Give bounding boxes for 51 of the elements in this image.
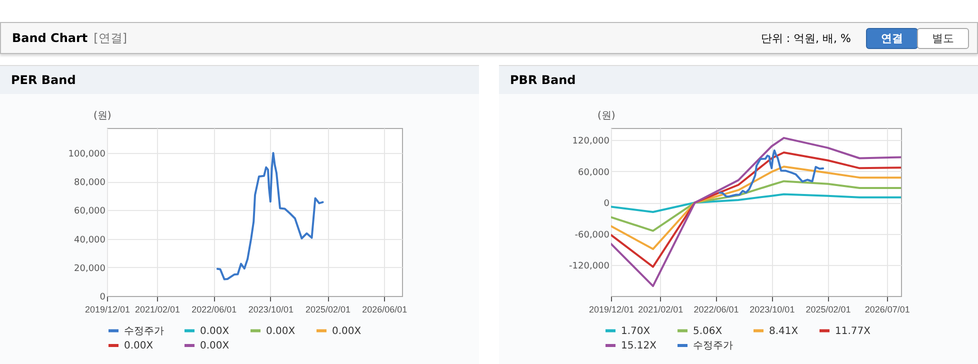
text: Band Chart	[12, 31, 88, 45]
x-tick-label: 2022/06/01	[192, 304, 237, 314]
legend-label: 11.77X	[835, 326, 871, 337]
legend-label: 1.70X	[621, 326, 650, 337]
line-series	[216, 152, 324, 280]
legend-label: 0.00X	[266, 326, 296, 337]
y-tick-label: 60,000	[74, 206, 106, 217]
y-tick-label: 0	[604, 199, 610, 210]
x-tick-label: 2023/10/01	[248, 304, 294, 314]
x-tick-label: 2025/02/01	[806, 304, 851, 314]
line-series	[718, 149, 824, 198]
x-tick-label: 2019/12/01	[84, 304, 130, 314]
line-series	[611, 136, 901, 288]
y-tick-label: 60,000	[578, 168, 610, 178]
y-tick-label: -60,000	[574, 230, 610, 240]
line-series	[611, 193, 901, 213]
x-tick-label: 2019/12/01	[588, 304, 634, 314]
x-tick-label: 2026/06/01	[362, 304, 408, 314]
chart-title: PBR Band	[499, 65, 978, 94]
y-tick-label: 40,000	[74, 235, 106, 246]
x-tick-label: 2021/02/01	[638, 304, 684, 314]
text: 연결	[866, 28, 918, 49]
x-tick-label: 2022/06/01	[694, 304, 739, 314]
y-tick-label: 100,000	[68, 150, 106, 160]
x-tick-label: 2021/02/01	[134, 304, 180, 314]
legend-label: 수정주가	[124, 326, 164, 337]
line-series	[611, 152, 901, 268]
legend-label: 15.12X	[621, 340, 657, 352]
y-tick-label: 0	[100, 292, 106, 302]
legend-label: 0.00X	[200, 326, 230, 337]
text: 단위 : 억원, 배, %	[760, 31, 851, 46]
y-axis-title: (원)	[94, 110, 112, 122]
x-tick-label: 2023/10/01	[750, 304, 795, 314]
text: 별도	[917, 28, 969, 49]
text: [연결]	[94, 31, 128, 45]
chart-title: PER Band	[0, 65, 479, 94]
y-axis-title: (원)	[598, 110, 616, 122]
legend-label: 5.06X	[693, 326, 722, 337]
legend-label: 0.00X	[124, 340, 154, 352]
legend-label: 수정주가	[693, 340, 733, 352]
legend-label: 0.00X	[200, 340, 230, 352]
line-series	[611, 180, 901, 232]
y-tick-label: 80,000	[74, 178, 106, 188]
legend-label: 0.00X	[332, 326, 362, 337]
y-tick-label: 120,000	[572, 136, 610, 146]
line-series	[611, 166, 901, 250]
x-tick-label: 2026/07/01	[864, 304, 910, 314]
y-tick-label: 20,000	[74, 264, 106, 274]
legend-label: 8.41X	[769, 326, 798, 337]
x-tick-label: 2025/02/01	[305, 304, 351, 314]
y-tick-label: -120,000	[569, 262, 610, 272]
